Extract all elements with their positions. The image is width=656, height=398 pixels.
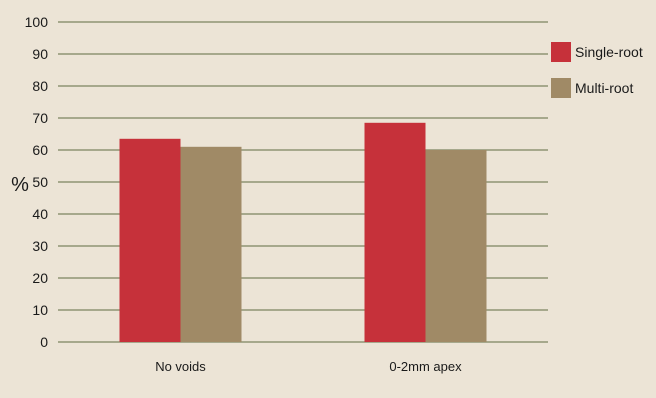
legend-label: Multi-root (575, 80, 633, 96)
y-tick-label: 30 (32, 238, 48, 254)
y-tick-label: 20 (32, 270, 48, 286)
x-axis-ticks: No voids 0-2mm apex (155, 359, 462, 374)
y-tick-label: 50 (32, 174, 48, 190)
y-axis-ticks: 0 10 20 30 40 50 60 70 80 90 100 (25, 14, 49, 350)
y-axis-label: % (11, 174, 29, 196)
bar-single-root-0 (119, 138, 181, 342)
y-tick-label: 10 (32, 302, 48, 318)
legend-swatch (551, 78, 571, 98)
legend-label: Single-root (575, 44, 643, 60)
bar-multi-root-1 (425, 150, 487, 342)
legend: Single-root Multi-root (551, 42, 643, 98)
y-tick-label: 70 (32, 110, 48, 126)
y-tick-label: 60 (32, 142, 48, 158)
x-tick-label: 0-2mm apex (389, 359, 462, 374)
y-tick-label: 40 (32, 206, 48, 222)
bar-multi-root-0 (180, 146, 242, 342)
bar-single-root-1 (364, 122, 426, 342)
legend-swatch (551, 42, 571, 62)
y-tick-label: 80 (32, 78, 48, 94)
x-tick-label: No voids (155, 359, 206, 374)
y-tick-label: 90 (32, 46, 48, 62)
bars (119, 122, 487, 342)
y-tick-label: 0 (40, 334, 48, 350)
y-tick-label: 100 (25, 14, 49, 30)
